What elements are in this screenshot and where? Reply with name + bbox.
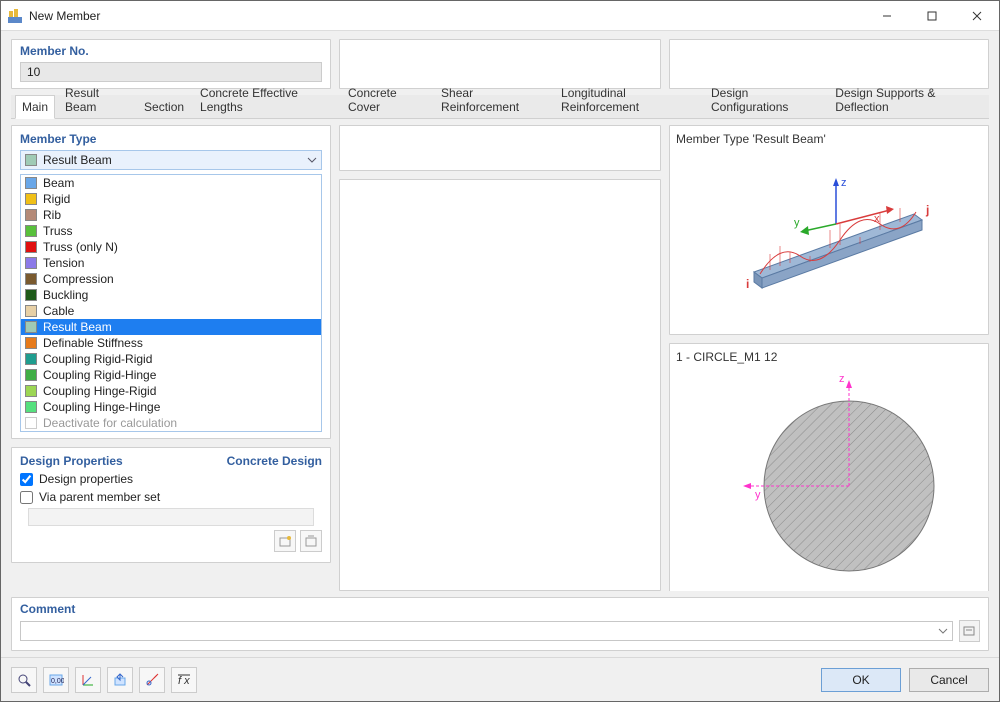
tab-strip: MainResult BeamSectionConcrete Effective…	[11, 95, 989, 119]
chevron-down-icon	[938, 626, 948, 636]
member-no-field[interactable]: 10	[20, 62, 322, 82]
combo-value: Result Beam	[43, 153, 112, 167]
member-type-option[interactable]: Coupling Rigid-Rigid	[21, 351, 321, 367]
section-preview-panel: 1 - CIRCLE_M1 12	[669, 343, 989, 591]
cancel-button[interactable]: Cancel	[909, 668, 989, 692]
tab-section[interactable]: Section	[138, 96, 190, 118]
preview-title-bottom: 1 - CIRCLE_M1 12	[676, 350, 982, 368]
tab-concrete-effective-lengths[interactable]: Concrete Effective Lengths	[194, 82, 338, 118]
member-type-option[interactable]: Buckling	[21, 287, 321, 303]
tab-longitudinal-reinforcement[interactable]: Longitudinal Reinforcement	[555, 82, 701, 118]
close-button[interactable]	[954, 1, 999, 30]
tab-design-supports-deflection[interactable]: Design Supports & Deflection	[829, 82, 985, 118]
member-type-option[interactable]: Tension	[21, 255, 321, 271]
titlebar: New Member	[1, 1, 999, 31]
comment-row: Comment	[11, 597, 989, 651]
content-area: Member Type Result Beam BeamRigidRibTrus…	[11, 125, 989, 591]
dialog-body: Member No. 10 MainResult BeamSectionConc…	[1, 31, 999, 657]
design-properties-input[interactable]	[20, 473, 33, 486]
member-type-option[interactable]: Rigid	[21, 191, 321, 207]
comment-field[interactable]	[20, 621, 953, 641]
svg-text:i: i	[746, 277, 749, 291]
maximize-button[interactable]	[909, 1, 954, 30]
member-no-label: Member No.	[20, 44, 322, 58]
member-type-option[interactable]: Truss (only N)	[21, 239, 321, 255]
tab-result-beam[interactable]: Result Beam	[59, 82, 134, 118]
member-type-option[interactable]: Coupling Rigid-Hinge	[21, 367, 321, 383]
middle-panel-2	[339, 179, 661, 591]
comment-label: Comment	[20, 602, 980, 616]
preview-title-top: Member Type 'Result Beam'	[676, 132, 982, 150]
anchor-icon[interactable]	[139, 667, 165, 693]
tab-shear-reinforcement[interactable]: Shear Reinforcement	[435, 82, 551, 118]
design-properties-subheading: Concrete Design	[227, 454, 322, 468]
member-type-option[interactable]: Compression	[21, 271, 321, 287]
window: New Member Member No. 10 MainResult Beam…	[0, 0, 1000, 702]
via-parent-checkbox[interactable]: Via parent member set	[12, 488, 330, 506]
member-type-combo[interactable]: Result Beam	[20, 150, 322, 170]
member-type-option[interactable]: Truss	[21, 223, 321, 239]
preview-area-bottom: z y	[676, 368, 982, 588]
design-mini-toolbar	[12, 528, 330, 554]
member-type-option[interactable]: Coupling Hinge-Hinge	[21, 399, 321, 415]
comment-pick-icon[interactable]	[959, 620, 980, 642]
minimize-button[interactable]	[864, 1, 909, 30]
svg-text:0,00: 0,00	[51, 678, 64, 685]
member-type-option[interactable]: Cable	[21, 303, 321, 319]
member-type-option[interactable]: Definable Stiffness	[21, 335, 321, 351]
app-icon	[7, 8, 23, 24]
member-type-heading: Member Type	[12, 126, 330, 148]
middle-panel-1	[339, 125, 661, 171]
ok-button[interactable]: OK	[821, 668, 901, 692]
svg-text:f x: f x	[178, 675, 190, 687]
member-type-dropdown[interactable]: BeamRigidRibTrussTruss (only N)TensionCo…	[20, 174, 322, 432]
footer: 0,00 f x OK Cancel	[1, 657, 999, 701]
svg-text:z: z	[839, 373, 845, 385]
svg-text:z: z	[841, 177, 847, 189]
preview-toolbar: 100!	[676, 588, 982, 591]
member-type-panel: Member Type Result Beam BeamRigidRibTrus…	[11, 125, 331, 439]
svg-text:y: y	[755, 489, 761, 501]
middle-column	[339, 125, 661, 591]
design-properties-heading: Design Properties Concrete Design	[12, 448, 330, 470]
design-properties-checkbox[interactable]: Design properties	[12, 470, 330, 488]
footer-toolbar: 0,00 f x	[11, 667, 197, 693]
chevron-down-icon	[307, 155, 317, 165]
member-type-option[interactable]: Beam	[21, 175, 321, 191]
axes-icon[interactable]	[75, 667, 101, 693]
svg-text:y: y	[794, 217, 800, 229]
function-icon[interactable]: f x	[171, 667, 197, 693]
svg-text:j: j	[925, 203, 929, 217]
window-title: New Member	[29, 9, 100, 23]
member-type-option[interactable]: Rib	[21, 207, 321, 223]
edit-set-icon[interactable]	[300, 530, 322, 552]
parent-member-set-field[interactable]	[28, 508, 314, 526]
member-type-option[interactable]: Coupling Hinge-Rigid	[21, 383, 321, 399]
design-properties-panel: Design Properties Concrete Design Design…	[11, 447, 331, 563]
member-type-preview-panel: Member Type 'Result Beam' z y	[669, 125, 989, 335]
zoom-icon[interactable]	[11, 667, 37, 693]
via-parent-input[interactable]	[20, 491, 33, 504]
section-svg: z y	[689, 368, 969, 588]
comment-panel: Comment	[11, 597, 989, 651]
member-type-option[interactable]: Result Beam	[21, 319, 321, 335]
beam-preview-svg: z y x i	[714, 164, 944, 314]
member-type-option: Deactivate for calculation	[21, 415, 321, 431]
export-icon[interactable]	[107, 667, 133, 693]
decimals-icon[interactable]: 0,00	[43, 667, 69, 693]
tab-main[interactable]: Main	[15, 95, 55, 119]
combo-swatch	[25, 154, 37, 166]
left-column: Member Type Result Beam BeamRigidRibTrus…	[11, 125, 331, 591]
right-column: Member Type 'Result Beam' z y	[669, 125, 989, 591]
tab-design-configurations[interactable]: Design Configurations	[705, 82, 825, 118]
preview-area-top: z y x i	[676, 150, 982, 328]
tab-concrete-cover[interactable]: Concrete Cover	[342, 82, 431, 118]
new-set-icon[interactable]	[274, 530, 296, 552]
